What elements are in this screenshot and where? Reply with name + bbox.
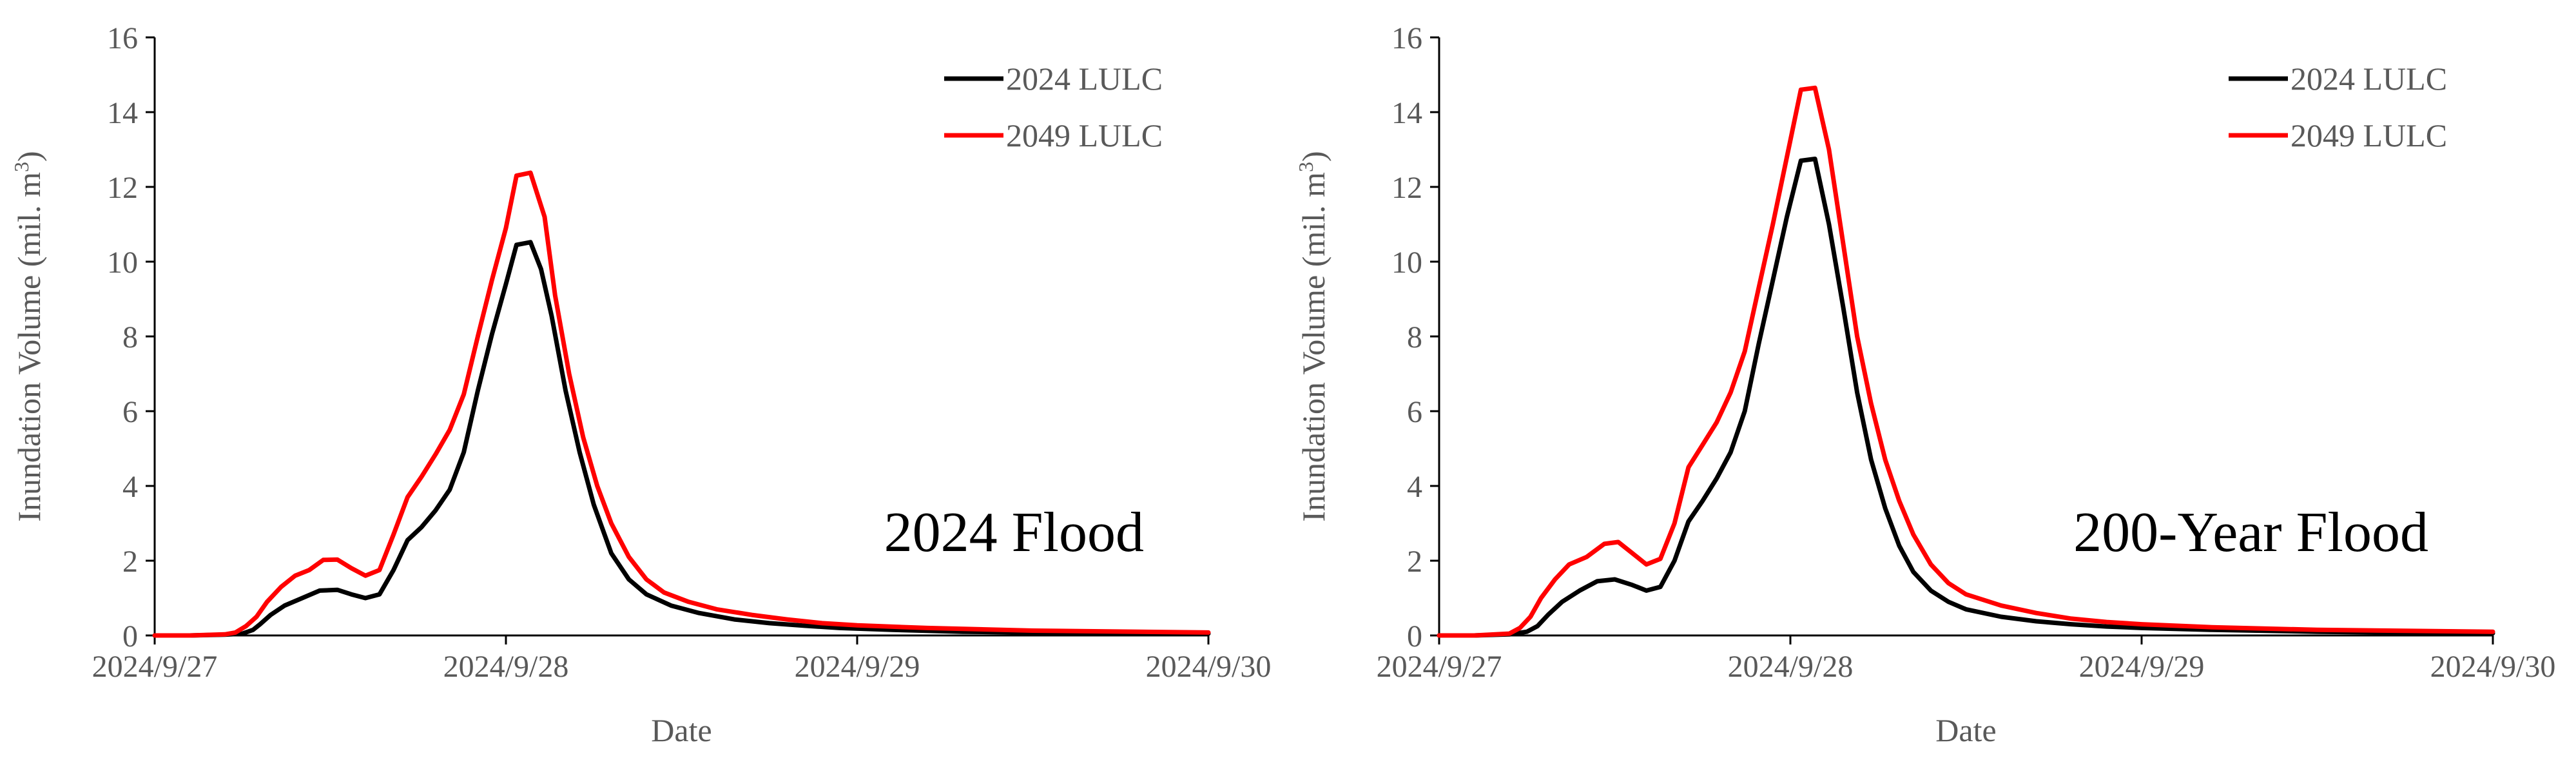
y-axis-title-close: ) xyxy=(1295,151,1332,162)
y-tick-label: 8 xyxy=(122,320,138,354)
x-axis-title: Date xyxy=(651,712,712,748)
y-tick-label: 4 xyxy=(1407,470,1422,504)
y-axis-title-superscript: 3 xyxy=(1294,162,1317,172)
x-tick-label: 2024/9/28 xyxy=(1728,650,1854,684)
y-tick-label: 14 xyxy=(107,96,138,130)
y-tick-label: 0 xyxy=(1407,619,1422,654)
y-tick-label: 10 xyxy=(1391,246,1422,280)
chart-panel-1: 0 2 4 6 8 10 12 14 16 2024/9/27 2024/9/28 2024/9/29… xyxy=(10,21,1271,748)
y-axis-title-close: ) xyxy=(11,151,47,162)
x-tick-label: 2024/9/29 xyxy=(2079,650,2205,684)
x-axis-title: Date xyxy=(1935,712,1996,748)
series-line-2049-lulc xyxy=(1437,85,2495,638)
y-axis-title-superscript: 3 xyxy=(10,162,33,172)
series-line-2024-lulc xyxy=(1437,157,2495,638)
y-axis-title-main: Inundation Volume (mil. m xyxy=(1295,172,1332,522)
y-tick-label: 2 xyxy=(122,545,138,579)
chart-annotation: 2024 Flood xyxy=(884,501,1144,564)
y-tick-label: 6 xyxy=(122,395,138,429)
legend-label: 2049 LULC xyxy=(2290,117,2447,153)
y-axis-title: Inundation Volume (mil. m3) xyxy=(1294,151,1332,521)
y-tick-label: 4 xyxy=(122,470,138,504)
x-tick-label: 2024/9/28 xyxy=(443,650,569,684)
y-tick-label: 16 xyxy=(1391,21,1422,55)
x-tick-label: 2024/9/30 xyxy=(1146,650,1272,684)
legend-label: 2024 LULC xyxy=(1006,61,1163,97)
y-axis-title-main: Inundation Volume (mil. m xyxy=(11,172,47,522)
chart-panel-2: 0 2 4 6 8 10 12 14 16 2024/9/27 2024/9/28 2024/9/29… xyxy=(1294,21,2555,748)
y-tick-label: 6 xyxy=(1407,395,1422,429)
x-tick-label: 2024/9/27 xyxy=(1377,650,1502,684)
y-tick-label: 2 xyxy=(1407,545,1422,579)
x-tick-label: 2024/9/29 xyxy=(795,650,920,684)
y-tick-label: 10 xyxy=(107,246,138,280)
legend-label: 2024 LULC xyxy=(2290,61,2447,97)
legend-label: 2049 LULC xyxy=(1006,117,1163,153)
series-line-2024-lulc xyxy=(152,240,1211,638)
y-tick-label: 14 xyxy=(1391,96,1422,130)
y-tick-label: 12 xyxy=(107,171,138,205)
y-tick-label: 0 xyxy=(122,619,138,654)
y-tick-label: 16 xyxy=(107,21,138,55)
series-line-2049-lulc xyxy=(152,170,1211,638)
y-tick-label: 8 xyxy=(1407,320,1422,354)
y-axis-title: Inundation Volume (mil. m3) xyxy=(10,151,47,521)
y-tick-label: 12 xyxy=(1391,171,1422,205)
x-tick-label: 2024/9/30 xyxy=(2430,650,2556,684)
x-tick-label: 2024/9/27 xyxy=(92,650,218,684)
chart-annotation: 200-Year Flood xyxy=(2073,501,2428,564)
